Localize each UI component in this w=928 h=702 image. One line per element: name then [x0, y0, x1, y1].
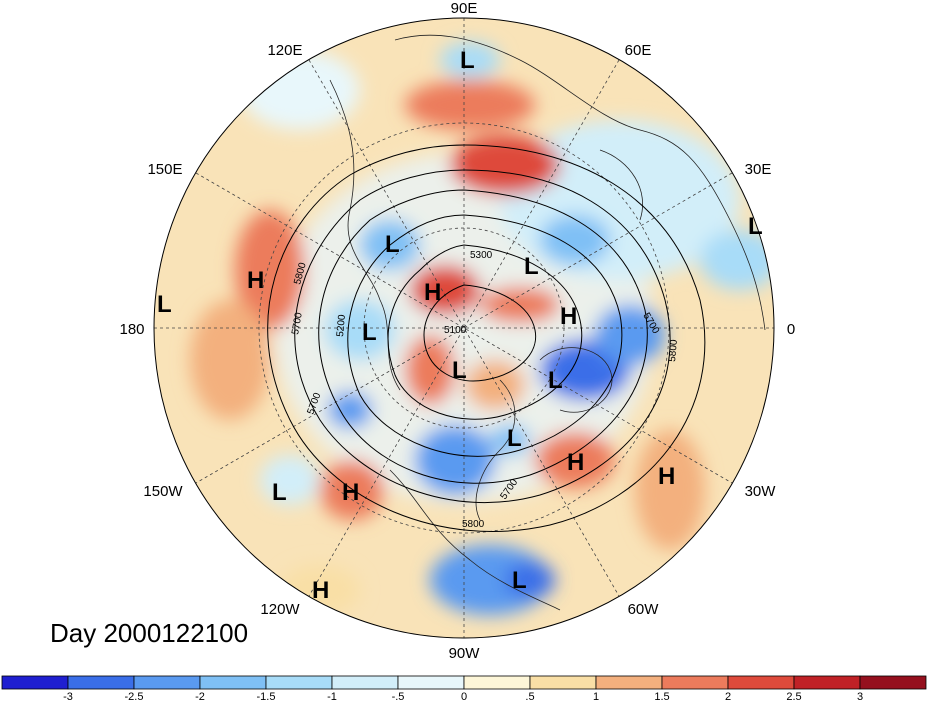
- contour-label: 5300: [470, 250, 493, 261]
- colorbar-tick-label: 3: [857, 691, 863, 702]
- contour-label: 5800: [667, 339, 680, 363]
- colorbar-swatch: [529, 675, 597, 690]
- longitude-label: 150E: [147, 161, 182, 178]
- colorbar-tick-label: -1.5: [257, 691, 276, 702]
- contour-label: 5100: [444, 325, 467, 336]
- longitude-label: 120E: [267, 42, 302, 59]
- longitude-label: 120W: [260, 601, 300, 618]
- low-center-marker: L: [524, 253, 539, 280]
- low-center-marker: L: [385, 231, 400, 258]
- colorbar-swatch: [397, 675, 465, 690]
- colorbar-tick-label: -3: [63, 691, 73, 702]
- low-center-marker: L: [548, 367, 563, 394]
- longitude-labels: 90E 60E 30E 0 30W 60W 90W 120W 150W 180 …: [119, 0, 795, 662]
- longitude-label: 30W: [745, 483, 777, 500]
- colorbar-tick-label: -2: [195, 691, 205, 702]
- colorbar-swatch: [463, 675, 531, 690]
- high-center-marker: H: [247, 267, 264, 294]
- colorbar-tick-label: .5: [525, 691, 534, 702]
- colorbar-swatch: [727, 675, 795, 690]
- colorbar-swatch: [595, 675, 663, 690]
- longitude-label: 30E: [745, 161, 772, 178]
- longitude-label: 60W: [628, 601, 660, 618]
- contour-label: 5800: [462, 519, 485, 530]
- colorbar-swatch: [133, 675, 201, 690]
- longitude-label: 150W: [143, 483, 183, 500]
- colorbar-swatch: [859, 675, 927, 690]
- low-center-marker: L: [157, 291, 172, 318]
- low-center-marker: L: [507, 425, 522, 452]
- high-center-marker: H: [567, 449, 584, 476]
- colorbar-tick-label: 0: [461, 691, 467, 702]
- colorbar-tick-label: -2.5: [125, 691, 144, 702]
- colorbar-swatch: [199, 675, 267, 690]
- longitude-label: 90E: [451, 0, 478, 17]
- longitude-label: 0: [787, 321, 795, 338]
- map-boundary: [153, 17, 775, 639]
- height-contours: [267, 144, 706, 532]
- low-center-marker: L: [272, 479, 287, 506]
- colorbar: -3 -2.5 -2 -1.5 -1 -.5 0 .5 1 1.5 2 2.5 3: [1, 675, 927, 702]
- colorbar-tick-label: 1.5: [654, 691, 669, 702]
- high-center-marker: H: [424, 279, 441, 306]
- date-label: Day 2000122100: [50, 618, 249, 648]
- colorbar-tick-label: -1: [327, 691, 337, 702]
- contour-label: 5200: [335, 314, 348, 338]
- colorbar-tick-label: 2: [725, 691, 731, 702]
- low-center-marker: L: [512, 567, 527, 594]
- colorbar-tick-label: 1: [593, 691, 599, 702]
- low-center-marker: L: [362, 319, 377, 346]
- contour-label: 5700: [290, 311, 305, 335]
- longitude-label: 60E: [625, 42, 652, 59]
- colorbar-tick-label: 2.5: [786, 691, 801, 702]
- graticule: [154, 18, 774, 638]
- longitude-label: 90W: [449, 645, 481, 662]
- longitude-label: 180: [119, 321, 144, 338]
- colorbar-swatch: [331, 675, 399, 690]
- high-center-marker: H: [658, 463, 675, 490]
- high-center-marker: H: [560, 303, 577, 330]
- anomaly-field: [154, 18, 774, 638]
- colorbar-swatch: [265, 675, 333, 690]
- colorbar-swatch: [661, 675, 729, 690]
- colorbar-tick-label: -.5: [392, 691, 405, 702]
- colorbar-swatch: [1, 675, 69, 690]
- colorbar-swatch: [793, 675, 861, 690]
- low-center-marker: L: [748, 213, 763, 240]
- high-center-marker: H: [312, 577, 329, 604]
- low-center-marker: L: [460, 47, 475, 74]
- pressure-centers: L L L L L L L L L L L H H H H H H H: [157, 47, 763, 604]
- high-center-marker: H: [342, 479, 359, 506]
- low-center-marker: L: [452, 357, 467, 384]
- colorbar-swatch: [67, 675, 135, 690]
